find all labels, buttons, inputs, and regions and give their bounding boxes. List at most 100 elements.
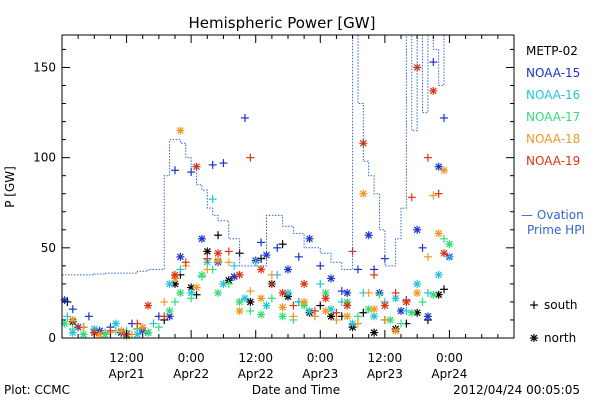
- marker-stroke: [370, 305, 378, 313]
- data-point-noaa-19: [160, 312, 169, 321]
- data-point-noaa-18: [289, 312, 298, 321]
- data-point-noaa-19: [391, 288, 400, 297]
- data-point-noaa-19: [429, 86, 438, 95]
- data-point-noaa-17: [418, 297, 427, 306]
- data-point-noaa-15: [397, 306, 405, 315]
- data-point-noaa-15: [176, 252, 185, 261]
- data-point-noaa-16: [423, 288, 432, 297]
- data-point-noaa-18: [440, 166, 449, 175]
- data-point-noaa-19: [300, 279, 309, 288]
- data-point-noaa-18: [278, 303, 287, 312]
- footer-timestamp: 2012/04/24 00:05:05: [453, 383, 580, 397]
- marker-stroke: [413, 309, 421, 317]
- data-point-metp-02: [203, 247, 212, 256]
- data-point-noaa-15: [429, 58, 438, 67]
- y-axis-label: P [GW]: [3, 166, 17, 208]
- footer-plot-source: Plot: CCMC: [4, 383, 70, 397]
- data-point-noaa-16: [176, 265, 185, 274]
- marker-stroke: [279, 303, 287, 311]
- data-point-noaa-19: [332, 308, 341, 317]
- legend-item: NOAA-17: [526, 110, 580, 124]
- data-point-noaa-18: [332, 315, 341, 324]
- data-point-noaa-18: [192, 283, 201, 292]
- marker-stroke: [96, 330, 104, 338]
- data-point-noaa-17: [375, 290, 384, 299]
- data-point-noaa-17: [79, 330, 88, 339]
- legend-marker-label: north: [544, 331, 576, 345]
- marker-stroke: [236, 307, 243, 315]
- marker-stroke: [220, 280, 227, 288]
- data-point-noaa-17: [278, 312, 287, 321]
- marker-stroke: [327, 312, 335, 320]
- marker-stroke: [176, 127, 184, 135]
- data-point-noaa-16: [413, 279, 422, 288]
- data-point-noaa-15: [343, 288, 352, 297]
- legend-item: NOAA-19: [526, 154, 580, 168]
- data-point-noaa-18: [267, 270, 276, 279]
- data-point-noaa-19: [407, 193, 416, 202]
- marker-stroke: [171, 271, 179, 279]
- data-point-noaa-16: [370, 312, 379, 321]
- data-point-noaa-15: [208, 160, 217, 169]
- data-point-noaa-18: [117, 326, 126, 335]
- marker-stroke: [413, 226, 421, 234]
- marker-stroke: [144, 302, 152, 309]
- x-tick-label-time: 0:00: [178, 351, 205, 365]
- data-point-metp-02: [192, 290, 201, 299]
- data-point-metp-02: [359, 308, 368, 317]
- marker-stroke: [413, 289, 421, 297]
- marker-stroke: [424, 312, 432, 320]
- legend-item: NOAA-16: [526, 88, 580, 102]
- marker-stroke: [300, 280, 308, 288]
- marker-stroke: [257, 311, 265, 318]
- data-point-noaa-18: [423, 252, 432, 261]
- marker-stroke: [214, 257, 222, 264]
- ovation-legend-label: — Ovation: [521, 208, 584, 222]
- data-point-noaa-15: [171, 166, 179, 175]
- x-tick-label-time: 12:00: [109, 351, 144, 365]
- marker-stroke: [236, 271, 243, 279]
- data-point-noaa-17: [246, 306, 255, 315]
- data-point-noaa-16: [251, 258, 260, 267]
- data-point-noaa-16: [111, 319, 120, 328]
- data-point-metp-02: [257, 254, 266, 263]
- data-point-metp-02: [440, 285, 449, 294]
- data-point-noaa-15: [284, 265, 292, 274]
- data-point-noaa-18: [353, 319, 362, 328]
- data-point-noaa-16: [63, 312, 72, 321]
- marker-stroke: [193, 284, 200, 291]
- marker-stroke: [392, 294, 400, 302]
- x-tick-label-time: 12:00: [238, 351, 273, 365]
- marker-stroke: [69, 316, 77, 324]
- marker-stroke: [392, 327, 400, 335]
- data-point-noaa-17: [445, 240, 454, 249]
- data-point-noaa-17: [214, 288, 223, 297]
- data-point-noaa-19: [235, 270, 244, 279]
- marker-stroke: [236, 298, 243, 306]
- marker-stroke: [365, 305, 373, 313]
- data-point-noaa-17: [267, 294, 276, 303]
- ovation-legend-label-2: Prime HPI: [527, 223, 585, 237]
- data-point-noaa-15: [257, 238, 266, 247]
- data-point-noaa-18: [95, 330, 104, 339]
- marker-stroke: [246, 298, 254, 306]
- data-point-noaa-15: [219, 159, 228, 168]
- marker-stroke: [284, 266, 292, 273]
- data-point-noaa-16: [316, 279, 325, 288]
- marker-stroke: [370, 329, 378, 337]
- data-point-noaa-18: [429, 191, 438, 200]
- data-point-noaa-19: [402, 297, 411, 306]
- data-point-noaa-17: [407, 308, 416, 317]
- data-point-noaa-16: [262, 301, 271, 310]
- data-point-metp-02: [316, 301, 325, 310]
- data-point-noaa-18: [203, 265, 212, 274]
- data-point-noaa-18: [224, 258, 233, 267]
- marker-stroke: [397, 307, 405, 315]
- data-point-noaa-16: [434, 270, 443, 279]
- marker-stroke: [112, 320, 120, 327]
- data-point-noaa-19: [434, 189, 443, 198]
- data-point-noaa-19: [321, 294, 330, 303]
- plot-layer: [60, 34, 454, 341]
- data-point-noaa-15: [68, 305, 77, 314]
- legend-item: NOAA-18: [526, 132, 580, 146]
